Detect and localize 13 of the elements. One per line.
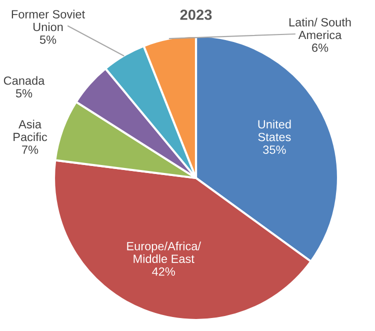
slice-label: Canada [4, 76, 45, 85]
slice-label: Former Soviet Union [12, 10, 85, 32]
slice-label: Europe/Africa/ Middle East [127, 242, 201, 264]
data-label: 5% [16, 89, 32, 98]
data-label: 6% [312, 44, 328, 52]
slice-label: Latin/ South America [289, 18, 351, 40]
slice-label: Asia Pacific [14, 120, 48, 142]
data-label: 42% [152, 267, 175, 276]
data-label: 35% [263, 146, 286, 154]
chart-title: 2023 [180, 10, 212, 20]
data-label: 5% [40, 36, 56, 44]
data-label: 7% [22, 146, 38, 154]
slice-label: United States [258, 120, 291, 142]
